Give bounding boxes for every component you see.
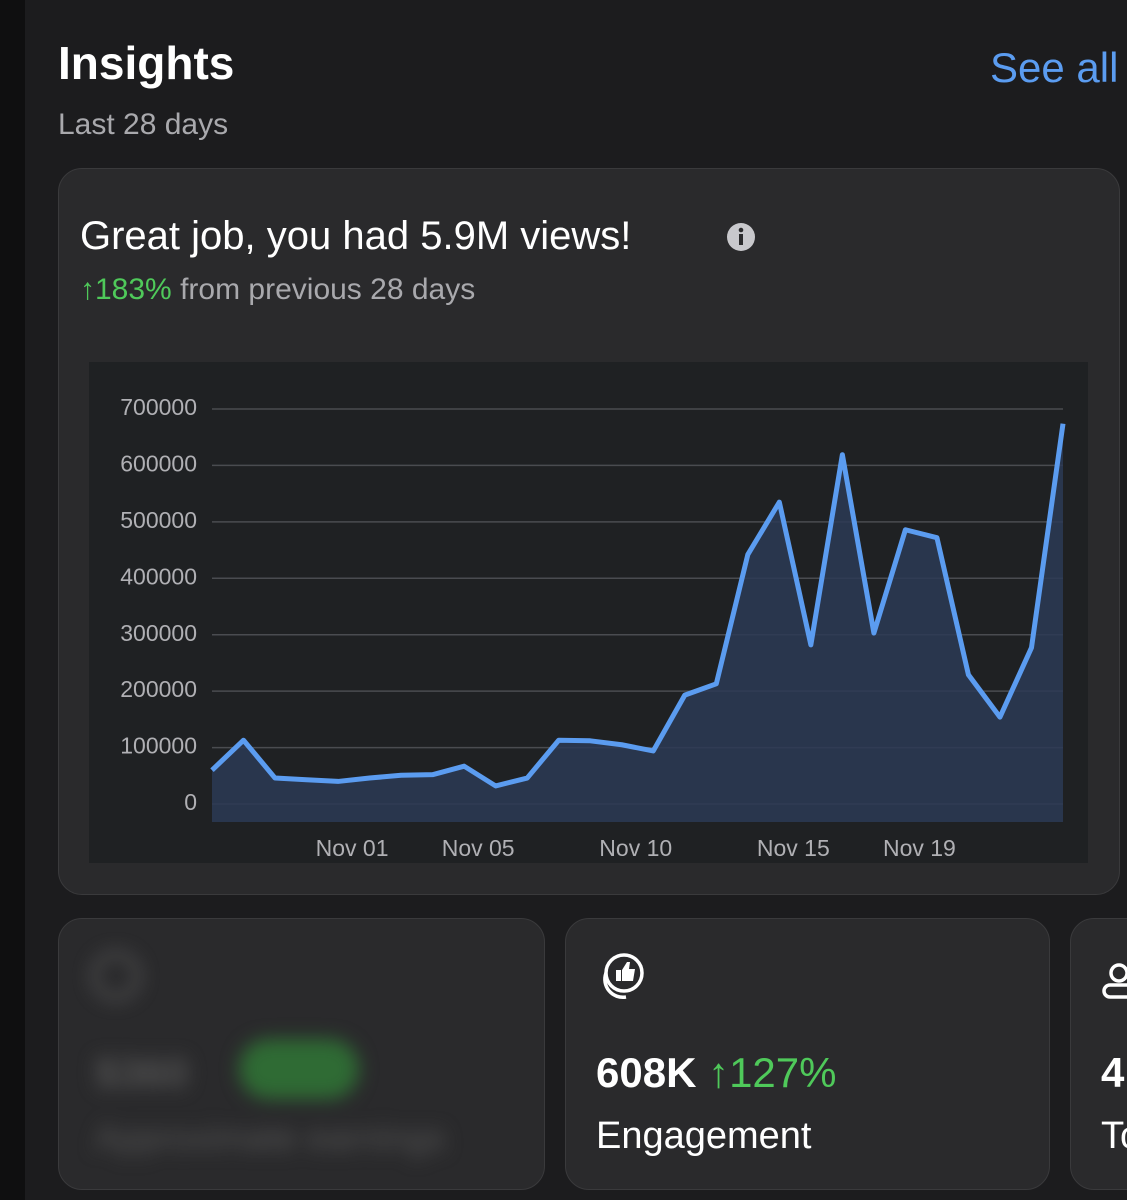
card-change: ↑127% (708, 1049, 837, 1096)
change-text: from previous 28 days (180, 273, 476, 306)
y-tick-label: 200000 (120, 676, 197, 702)
value: 608K (596, 1049, 697, 1096)
y-tick-label: 100000 (120, 733, 197, 759)
area (212, 423, 1063, 822)
x-tick-label: Nov 15 (757, 835, 830, 861)
person-icon (1102, 963, 1127, 999)
card-label: To (1101, 1115, 1127, 1157)
views-chart: 0 100000 200000 300000 400000 500000 600000 700… (89, 362, 1088, 863)
edge (0, 0, 25, 1200)
card-label: Approximate earnings (95, 1117, 446, 1158)
change: ↑183% (80, 273, 172, 306)
blurred-content: $360 Approximate earnings (59, 919, 544, 1189)
card-label: Engagement (596, 1115, 812, 1157)
third-card[interactable]: 4 To (1070, 918, 1127, 1190)
x-tick-label: Nov 01 (316, 835, 389, 861)
y-tick-label: 700000 (120, 394, 197, 420)
card-value: $360 (95, 1049, 189, 1096)
info-icon[interactable] (725, 221, 757, 253)
engagement-card[interactable]: 608K ↑127% Engagement (565, 918, 1050, 1190)
card-value: 4 (1101, 1049, 1125, 1096)
x-tick-label: Nov 05 (442, 835, 515, 861)
line (210, 423, 1066, 789)
change-row: ↑183% from previous 28 days (80, 273, 475, 307)
y-tick-label: 600000 (120, 451, 197, 477)
card-value: 608K ↑127% (596, 1049, 837, 1097)
y-tick-label: 300000 (120, 620, 197, 646)
x-tick-label: Nov 19 (883, 835, 956, 861)
subtitle: Last 28 days (58, 108, 229, 141)
y-tick-label: 400000 (120, 563, 197, 589)
engagement-icon (603, 953, 644, 1000)
headline: Great job, you had 5.9M views! (80, 214, 632, 258)
blur-blob (239, 1039, 359, 1099)
earnings-card[interactable]: $360 Approximate earnings (58, 918, 545, 1190)
y-tick-label: 0 (184, 789, 197, 815)
dollar-icon (92, 952, 140, 1000)
see-all-link[interactable]: See all (990, 44, 1119, 91)
title: Insights (58, 37, 235, 89)
y-tick-label: 500000 (120, 507, 197, 533)
x-tick-label: Nov 10 (599, 835, 672, 861)
